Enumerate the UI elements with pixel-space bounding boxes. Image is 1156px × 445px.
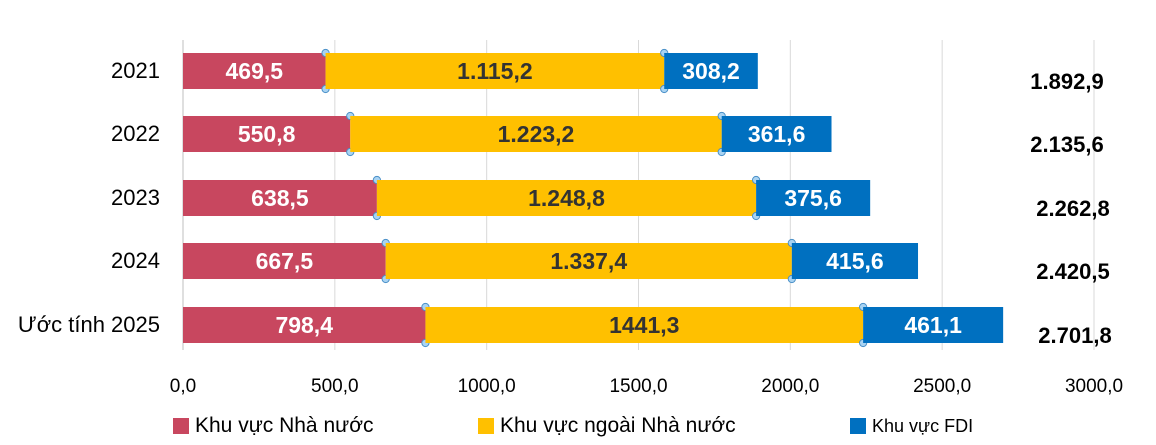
legend-label: Khu vực ngoài Nhà nước bbox=[500, 414, 736, 437]
x-tick-label: 1000,0 bbox=[458, 376, 516, 397]
legend-item-non-state-sector: Khu vực ngoài Nhà nước bbox=[478, 411, 736, 441]
bar-value-label: 1.248,8 bbox=[528, 185, 605, 211]
total-label: 2.420,5 bbox=[1036, 259, 1109, 284]
bar-segment bbox=[756, 180, 871, 216]
x-tick-label: 2500,0 bbox=[913, 376, 971, 397]
category-label: Ước tính 2025 bbox=[18, 312, 160, 337]
bars: 469,5 1.115,2 308,2 550,8 1.223,2 361,6 638,5 1… bbox=[183, 48, 1004, 348]
category-label: 2021 bbox=[111, 58, 160, 83]
bar-value-label: 461,1 bbox=[904, 312, 962, 338]
bar-segment bbox=[376, 180, 757, 216]
bar-segment bbox=[425, 307, 864, 343]
bar-segment bbox=[183, 180, 377, 216]
bar-segment bbox=[385, 243, 792, 279]
category-labels: 2021 2022 2023 2024 Ước tính 2025 bbox=[18, 58, 160, 337]
x-tick-label: 3000,0 bbox=[1065, 376, 1123, 397]
bar-value-label: 798,4 bbox=[275, 312, 333, 338]
total-labels: 1.892,9 2.135,6 2.262,8 2.420,5 2.701,8 bbox=[1030, 69, 1111, 348]
bar-value-label: 1.337,4 bbox=[550, 248, 627, 274]
bar-value-label: 638,5 bbox=[251, 185, 309, 211]
bar-value-label: 667,5 bbox=[256, 248, 314, 274]
total-label: 2.135,6 bbox=[1030, 132, 1103, 157]
x-tick-label: 500,0 bbox=[311, 376, 359, 397]
category-label: 2022 bbox=[111, 121, 160, 146]
bar-segment bbox=[183, 53, 326, 89]
bar-segment bbox=[325, 53, 665, 89]
total-label: 2.701,8 bbox=[1038, 323, 1111, 348]
bar-value-label: 550,8 bbox=[238, 121, 296, 147]
total-label: 2.262,8 bbox=[1036, 196, 1109, 221]
x-tick-label: 0,0 bbox=[170, 376, 196, 397]
bar-segment bbox=[721, 116, 832, 152]
bar-value-label: 361,6 bbox=[748, 121, 806, 147]
category-label: 2023 bbox=[111, 185, 160, 210]
bar-segment bbox=[350, 116, 722, 152]
bar-value-label: 1.223,2 bbox=[498, 121, 575, 147]
bar-segment bbox=[183, 243, 386, 279]
legend-item-state-sector: Khu vực Nhà nước bbox=[173, 411, 373, 441]
legend-swatch bbox=[850, 418, 866, 434]
bar-value-label: 469,5 bbox=[226, 58, 284, 84]
bar-segment bbox=[863, 307, 1004, 343]
bar-segment bbox=[664, 53, 758, 89]
legend-label: Khu vực FDI bbox=[872, 415, 974, 436]
bar-value-label: 1.115,2 bbox=[457, 58, 532, 84]
legend-swatch bbox=[478, 418, 494, 434]
legend-label: Khu vực Nhà nước bbox=[195, 414, 374, 437]
legend-swatch bbox=[173, 418, 189, 434]
bar-value-label: 415,6 bbox=[826, 248, 884, 274]
bar-segment bbox=[791, 243, 919, 279]
bar-value-label: 308,2 bbox=[682, 58, 740, 84]
x-tick-label: 1500,0 bbox=[609, 376, 667, 397]
legend-item-fdi-sector: Khu vực FDI bbox=[850, 411, 973, 441]
x-tick-label: 2000,0 bbox=[761, 376, 819, 397]
x-axis-ticks: 0,0 500,0 1000,0 1500,0 2000,0 2500,0 3000,0 bbox=[170, 376, 1123, 397]
bar-value-label: 375,6 bbox=[784, 185, 842, 211]
category-label: 2024 bbox=[111, 248, 160, 273]
bar-segment bbox=[183, 307, 426, 343]
total-label: 1.892,9 bbox=[1030, 69, 1103, 94]
bar-value-label: 1441,3 bbox=[609, 312, 679, 338]
bar-segment bbox=[183, 116, 351, 152]
